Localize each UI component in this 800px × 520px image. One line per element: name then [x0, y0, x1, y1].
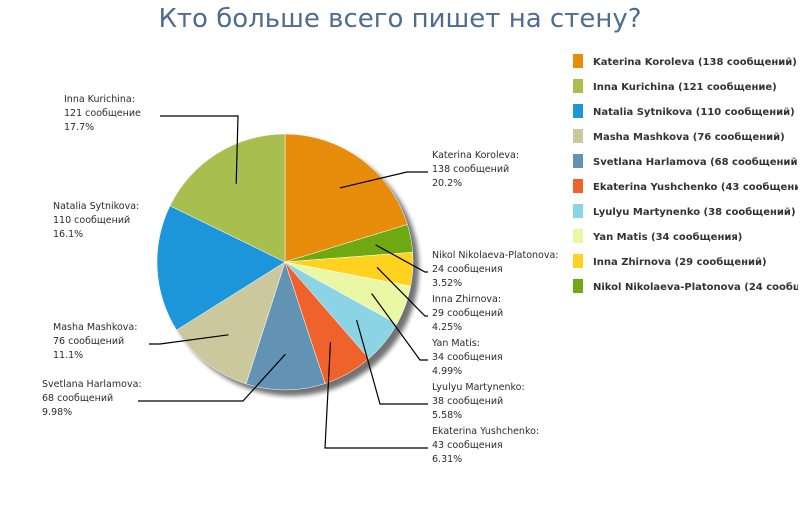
- legend-label-katerina-koroleva: Katerina Koroleva (138 сообщений): [593, 56, 797, 68]
- callout-name-svetlana-harlamova: Svetlana Harlamova:: [42, 379, 142, 390]
- callout-line-inna-zhirnova: [376, 266, 428, 317]
- callout-name-masha-mashkova: Masha Mashkova:: [53, 322, 137, 333]
- legend-swatch-katerina-koroleva: [573, 54, 583, 68]
- callout-line-katerina-koroleva: [339, 171, 428, 189]
- callout-percent-nikol-nikolaeva-platonova: 3.52%: [432, 278, 462, 289]
- legend-label-masha-mashkova: Masha Mashkova (76 сообщений): [593, 131, 785, 143]
- callout-line-nikol-nikolaeva-platonova: [375, 244, 428, 273]
- legend-label-ekaterina-yushchenko: Ekaterina Yushchenko (43 сообщения): [593, 181, 800, 193]
- callout-name-nikol-nikolaeva-platonova: Nikol Nikolaeva-Platonova:: [432, 250, 558, 261]
- pie-slice-katerina-koroleva: [284, 133, 408, 263]
- callout-name-inna-zhirnova: Inna Zhirnova:: [432, 294, 501, 305]
- legend-swatch-inna-kurichina: [573, 79, 583, 93]
- legend-label-natalia-sytnikova: Natalia Sytnikova (110 сообщений): [593, 106, 795, 118]
- legend-swatch-inna-zhirnova: [573, 254, 583, 268]
- legend-swatch-yan-matis: [573, 229, 583, 243]
- callout-name-natalia-sytnikova: Natalia Sytnikova:: [53, 201, 139, 212]
- legend-label-inna-zhirnova: Inna Zhirnova (29 сообщений): [593, 256, 767, 268]
- callout-name-katerina-koroleva: Katerina Koroleva:: [432, 150, 519, 161]
- pie-slice-masha-mashkova: [176, 261, 286, 385]
- legend-swatch-ekaterina-yushchenko: [573, 179, 583, 193]
- callout-name-inna-kurichina: Inna Kurichina:: [64, 94, 135, 105]
- legend-swatch-masha-mashkova: [573, 129, 583, 143]
- callout-percent-yan-matis: 4.99%: [432, 366, 462, 377]
- callout-count-lyulyu-martynenko: 38 сообщений: [432, 396, 503, 407]
- callout-name-yan-matis: Yan Matis:: [431, 338, 480, 349]
- pie-slice-natalia-sytnikova: [156, 205, 286, 331]
- legend-label-svetlana-harlamova: Svetlana Harlamova (68 сообщений): [593, 156, 800, 168]
- callout-count-masha-mashkova: 76 сообщений: [53, 336, 124, 347]
- callout-line-inna-kurichina: [160, 115, 239, 184]
- callout-count-inna-kurichina: 121 сообщение: [64, 108, 141, 119]
- callout-line-masha-mashkova: [149, 334, 229, 345]
- callout-percent-masha-mashkova: 11.1%: [53, 350, 83, 361]
- legend-swatch-natalia-sytnikova: [573, 104, 583, 118]
- callout-percent-ekaterina-yushchenko: 6.31%: [432, 454, 462, 465]
- legend-label-inna-kurichina: Inna Kurichina (121 сообщение): [593, 81, 777, 93]
- callout-count-natalia-sytnikova: 110 сообщений: [53, 215, 130, 226]
- callout-count-nikol-nikolaeva-platonova: 24 сообщения: [432, 264, 503, 275]
- callout-count-ekaterina-yushchenko: 43 сообщения: [432, 440, 503, 451]
- callout-count-katerina-koroleva: 138 сообщений: [432, 164, 509, 175]
- legend: Katerina Koroleva (138 сообщений) Inna Ku…: [573, 54, 800, 293]
- callout-percent-lyulyu-martynenko: 5.58%: [432, 410, 462, 421]
- callout-line-lyulyu-martynenko: [356, 319, 428, 405]
- callout-count-yan-matis: 34 сообщения: [432, 352, 503, 363]
- callout-percent-svetlana-harlamova: 9.98%: [42, 407, 72, 418]
- callout-count-svetlana-harlamova: 68 сообщений: [42, 393, 113, 404]
- callout-line-yan-matis: [371, 293, 428, 361]
- callout-count-inna-zhirnova: 29 сообщений: [432, 308, 503, 319]
- callout-line-ekaterina-yushchenko: [324, 342, 428, 449]
- callout-percent-katerina-koroleva: 20.2%: [432, 178, 462, 189]
- callout-name-lyulyu-martynenko: Lyulyu Martynenko:: [432, 382, 525, 393]
- chart-title: Кто больше всего пишет на стену?: [158, 4, 642, 34]
- callout-name-ekaterina-yushchenko: Ekaterina Yushchenko:: [432, 426, 539, 437]
- pie-slice-inna-kurichina: [169, 133, 286, 263]
- callout-line-svetlana-harlamova: [138, 353, 286, 402]
- pie-slice-svetlana-harlamova: [245, 261, 326, 391]
- callout-percent-inna-kurichina: 17.7%: [64, 122, 94, 133]
- legend-label-nikol-nikolaeva-platonova: Nikol Nikolaeva-Platonova (24 сообщен: [593, 281, 800, 293]
- callout-percent-natalia-sytnikova: 16.1%: [53, 229, 83, 240]
- legend-swatch-svetlana-harlamova: [573, 154, 583, 168]
- legend-label-yan-matis: Yan Matis (34 сообщения): [592, 231, 742, 243]
- legend-swatch-lyulyu-martynenko: [573, 204, 583, 218]
- callout-percent-inna-zhirnova: 4.25%: [432, 322, 462, 333]
- legend-swatch-nikol-nikolaeva-platonova: [573, 279, 583, 293]
- legend-label-lyulyu-martynenko: Lyulyu Martynenko (38 сообщений): [593, 206, 796, 218]
